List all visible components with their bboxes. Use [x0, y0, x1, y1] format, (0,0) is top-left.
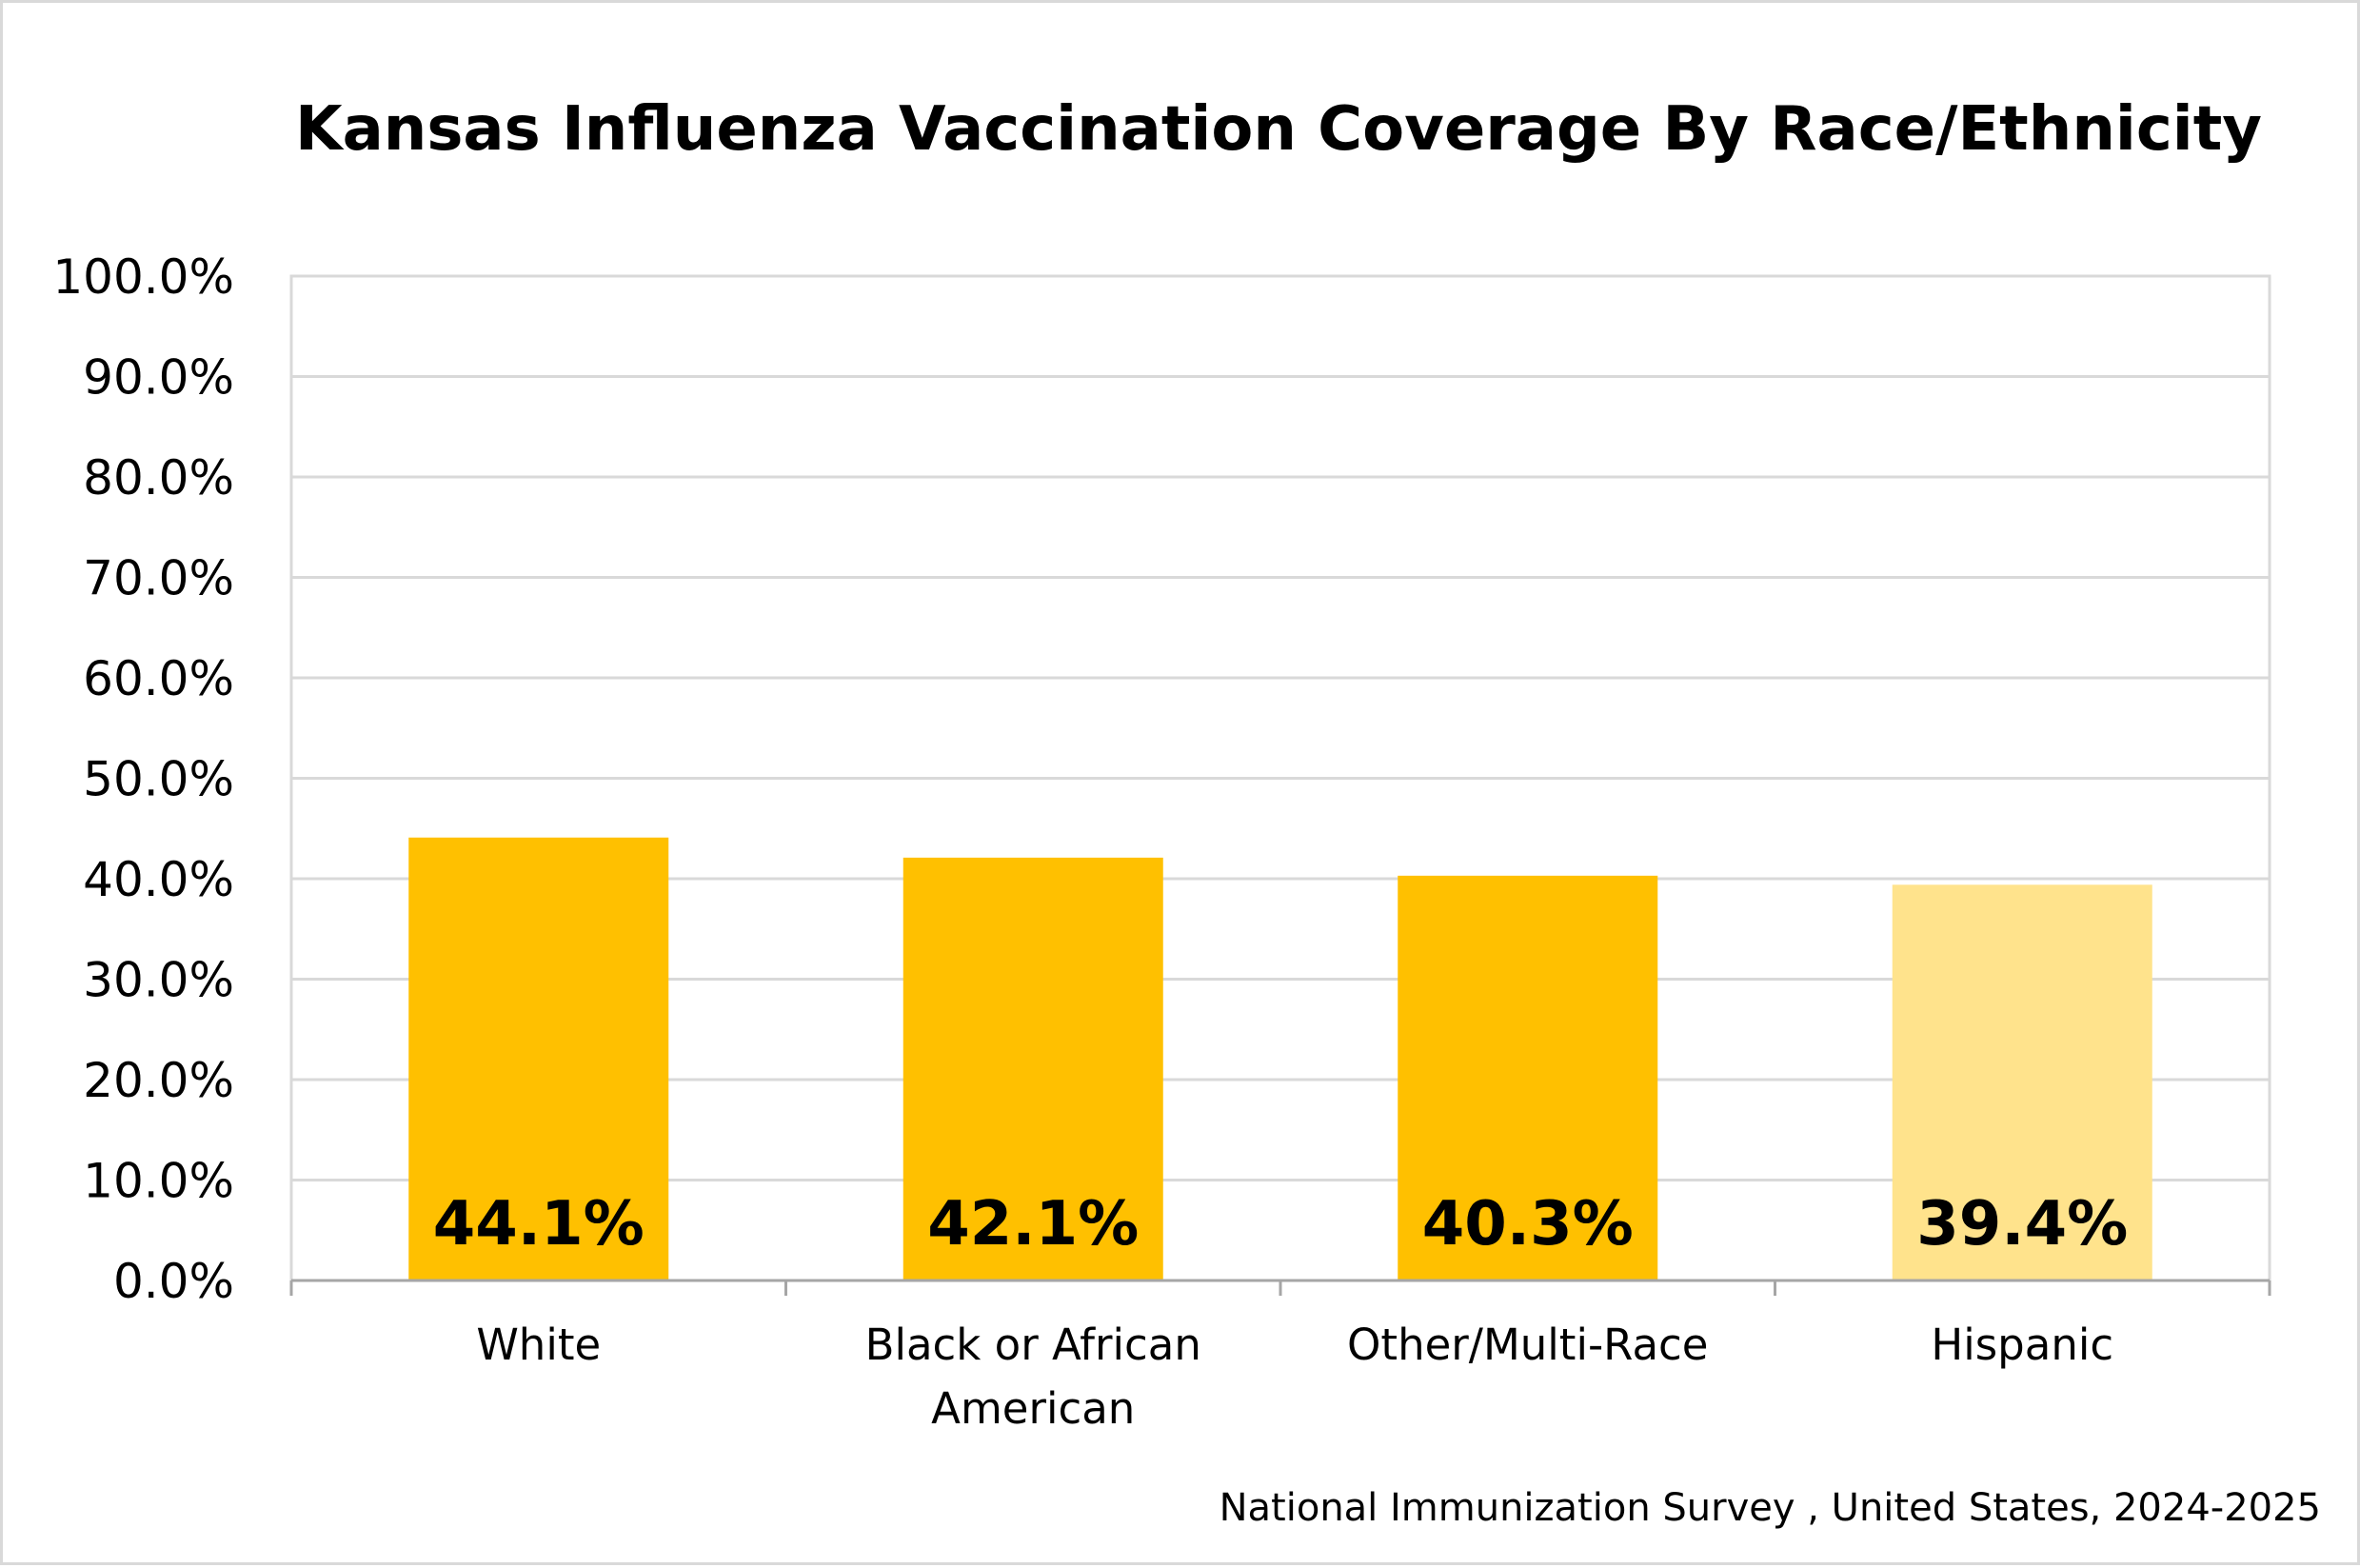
y-tick-label: 90.0% — [83, 350, 234, 406]
y-tick-label: 40.0% — [83, 852, 234, 907]
category-label: White — [476, 1320, 601, 1370]
y-tick-label: 10.0% — [83, 1154, 234, 1209]
x-axis-category-labels: White Black or African American Other/Multi… — [476, 1320, 2113, 1434]
bar-data-label: 42.1% — [927, 1189, 1139, 1260]
category-label-line: Other/Multi-Race — [1347, 1320, 1708, 1370]
category-label-line: White — [476, 1320, 601, 1370]
y-tick-label: 50.0% — [83, 752, 234, 807]
category-label-line: American — [931, 1383, 1135, 1434]
category-label-line: Hispanic — [1931, 1320, 2113, 1370]
category-label-line: Black or African — [865, 1320, 1201, 1370]
bar — [1892, 884, 2152, 1280]
bar-data-label: 40.3% — [1422, 1189, 1634, 1260]
category-label: Other/Multi-Race — [1347, 1320, 1708, 1370]
axes — [289, 1279, 2271, 1296]
bar-chart: 0.0% 10.0% 20.0% 30.0% 40.0% 50.0% 60.0% 70.0% 8… — [52, 249, 2271, 1434]
category-label: Hispanic — [1931, 1320, 2113, 1370]
y-tick-label: 70.0% — [83, 551, 234, 606]
bar — [408, 837, 669, 1280]
bar — [1398, 875, 1658, 1280]
category-label: Black or African American — [865, 1320, 1201, 1434]
bar-data-label: 39.4% — [1916, 1189, 2128, 1260]
bar — [902, 857, 1163, 1280]
y-tick-label: 0.0% — [113, 1254, 234, 1309]
y-tick-label: 100.0% — [52, 249, 234, 305]
y-tick-label: 20.0% — [83, 1053, 234, 1108]
y-tick-label: 80.0% — [83, 450, 234, 506]
bar-data-label: 44.1% — [433, 1189, 645, 1260]
y-tick-label: 60.0% — [83, 651, 234, 706]
source-note: National Immunization Survey , United St… — [1219, 1486, 2321, 1530]
chart-title: Kansas Influenza Vaccination Coverage By… — [294, 94, 2263, 165]
y-tick-label: 30.0% — [83, 953, 234, 1008]
data-labels: 44.1% 42.1% 40.3% 39.4% — [433, 1189, 2129, 1260]
bars — [408, 837, 2152, 1280]
y-axis-tick-labels: 0.0% 10.0% 20.0% 30.0% 40.0% 50.0% 60.0% 70.0% 8… — [52, 249, 234, 1309]
